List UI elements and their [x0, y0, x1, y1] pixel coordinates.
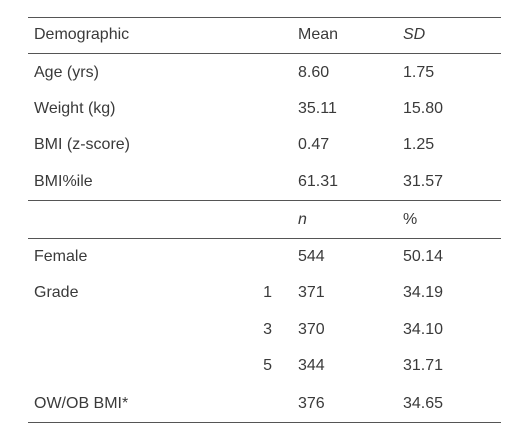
- row-label: Age (yrs): [34, 64, 99, 81]
- row-percent: 34.65: [403, 395, 444, 412]
- subheader-percent: %: [403, 211, 418, 228]
- row-label: Weight (kg): [34, 100, 116, 117]
- row-sublabel: 5: [263, 357, 272, 374]
- row-mean: 0.47: [298, 136, 330, 153]
- header-mean: Mean: [298, 26, 339, 43]
- row-label: BMI (z-score): [34, 136, 130, 153]
- row-percent: 31.71: [403, 357, 444, 374]
- row-sublabel: 1: [263, 284, 272, 301]
- row-mean: 8.60: [298, 64, 330, 81]
- row-n: 376: [298, 395, 325, 412]
- row-sd: 31.57: [403, 173, 444, 190]
- row-sd: 1.75: [403, 64, 435, 81]
- row-percent: 50.14: [403, 248, 444, 265]
- row-label: OW/OB BMI*: [34, 395, 129, 412]
- header-sd: SD: [403, 26, 426, 43]
- row-label: Grade: [34, 284, 79, 301]
- row-n: 371: [298, 284, 325, 301]
- row-percent: 34.10: [403, 321, 444, 338]
- row-label: BMI%ile: [34, 173, 93, 190]
- row-n: 370: [298, 321, 325, 338]
- rule-above-subheader: [28, 200, 501, 201]
- rule-bottom: [28, 422, 501, 423]
- row-sublabel: 3: [263, 321, 272, 338]
- header-demographic: Demographic: [34, 26, 130, 43]
- row-mean: 35.11: [298, 100, 337, 117]
- row-sd: 1.25: [403, 136, 435, 153]
- rule-top: [28, 17, 501, 18]
- row-n: 344: [298, 357, 325, 374]
- demographics-table: Demographic Mean SD Age (yrs) 8.60 1.75 …: [28, 17, 501, 423]
- row-n: 544: [298, 248, 325, 265]
- subheader-n: n: [298, 211, 307, 228]
- rule-below-header: [28, 53, 501, 54]
- rule-below-subheader: [28, 238, 501, 239]
- row-sd: 15.80: [403, 100, 444, 117]
- row-label: Female: [34, 248, 88, 265]
- row-percent: 34.19: [403, 284, 444, 301]
- row-mean: 61.31: [298, 173, 339, 190]
